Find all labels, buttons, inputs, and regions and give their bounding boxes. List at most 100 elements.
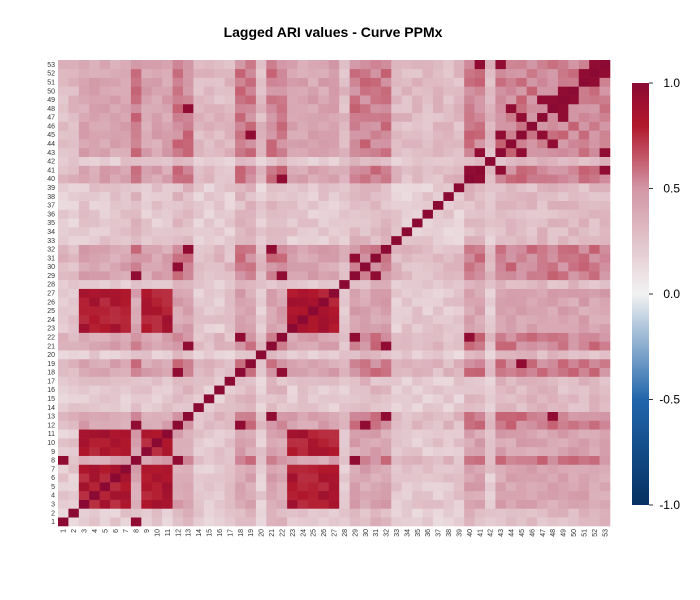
heatmap-cell <box>276 200 288 210</box>
heatmap-cell <box>99 183 111 193</box>
heatmap-cell <box>245 200 257 210</box>
heatmap-cell <box>235 350 246 360</box>
heatmap-cell <box>557 490 569 500</box>
heatmap-cell <box>547 86 559 96</box>
heatmap-cell <box>162 297 173 307</box>
heatmap-cell <box>568 60 580 70</box>
heatmap-cell <box>568 490 580 500</box>
heatmap-cell <box>339 517 350 527</box>
heatmap-cell <box>328 473 340 483</box>
heatmap-cell <box>89 271 100 281</box>
heatmap-cell <box>318 165 330 175</box>
heatmap-cell <box>245 279 257 289</box>
heatmap-cell <box>214 490 225 500</box>
heatmap-cell <box>557 60 569 70</box>
heatmap-cell <box>578 438 590 448</box>
heatmap-cell <box>547 174 559 184</box>
heatmap-cell <box>453 209 465 219</box>
heatmap-cell <box>453 271 465 281</box>
heatmap-cell <box>380 279 392 289</box>
heatmap-cell <box>110 358 121 369</box>
heatmap-cell <box>328 341 340 351</box>
heatmap-cell <box>464 130 475 140</box>
heatmap-cell <box>287 253 298 263</box>
heatmap-cell <box>182 429 194 439</box>
heatmap-cell <box>547 499 559 509</box>
heatmap-cell <box>78 455 90 465</box>
heatmap-cell <box>495 350 507 360</box>
heatmap-cell <box>99 60 111 70</box>
heatmap-cell <box>464 499 475 509</box>
heatmap-cell <box>516 402 527 412</box>
heatmap-cell <box>214 314 225 325</box>
heatmap-cell <box>214 139 225 149</box>
heatmap-cell <box>401 464 413 474</box>
heatmap-cell <box>307 297 319 307</box>
heatmap-cell <box>182 420 194 430</box>
heatmap-cell <box>89 253 100 263</box>
heatmap-cell <box>245 473 257 483</box>
heatmap-cell <box>422 394 434 404</box>
heatmap-cell <box>172 103 184 114</box>
heatmap-cell <box>599 147 611 158</box>
heatmap-cell <box>182 218 194 228</box>
heatmap-cell <box>380 130 392 140</box>
heatmap-cell <box>453 156 465 166</box>
heatmap-cell <box>526 358 538 369</box>
heatmap-cell <box>380 147 392 158</box>
heatmap-cell <box>287 112 298 122</box>
heatmap-cell <box>557 183 569 193</box>
heatmap-cell <box>224 332 236 342</box>
heatmap-cell <box>245 103 257 114</box>
y-tick-label: 10 <box>47 440 55 447</box>
heatmap-cell <box>266 86 278 96</box>
heatmap-cell <box>422 482 434 492</box>
heatmap-cell <box>370 244 382 254</box>
heatmap-cell <box>485 209 496 219</box>
heatmap-cell <box>380 288 392 298</box>
heatmap-cell <box>172 402 184 412</box>
heatmap-cell <box>224 358 236 369</box>
heatmap-cell <box>235 499 246 509</box>
heatmap-cell <box>266 262 278 272</box>
heatmap-cell <box>505 262 517 272</box>
heatmap-cell <box>182 455 194 465</box>
heatmap-cell <box>255 385 267 395</box>
heatmap-cell <box>401 517 413 527</box>
heatmap-cell <box>214 411 225 421</box>
heatmap-cell <box>443 341 455 351</box>
heatmap-cell <box>287 218 298 228</box>
heatmap-cell <box>589 130 600 140</box>
heatmap-cell <box>516 429 527 439</box>
heatmap-cell <box>422 473 434 483</box>
heatmap-cell <box>214 130 225 140</box>
heatmap-cell <box>99 455 111 465</box>
heatmap-cell <box>516 156 527 166</box>
heatmap-cell <box>412 517 423 527</box>
heatmap-cell <box>412 446 423 456</box>
heatmap-cell <box>495 68 507 78</box>
heatmap-cell <box>453 402 465 412</box>
heatmap-cell <box>224 279 236 289</box>
heatmap-cell <box>255 191 267 201</box>
heatmap-cell <box>464 429 475 439</box>
heatmap-cell <box>193 288 205 298</box>
heatmap-cell <box>287 297 298 307</box>
heatmap-cell <box>328 218 340 228</box>
heatmap-cell <box>589 341 600 351</box>
heatmap-cell <box>182 279 194 289</box>
heatmap-cell <box>360 446 371 456</box>
heatmap-cell <box>276 279 288 289</box>
heatmap-cell <box>589 490 600 500</box>
heatmap-cell <box>589 332 600 342</box>
heatmap-cell <box>453 147 465 158</box>
y-tick-label: 16 <box>47 387 55 394</box>
heatmap-cell <box>78 103 90 114</box>
heatmap-cell <box>287 411 298 421</box>
heatmap-cell <box>68 323 80 333</box>
heatmap-cell <box>328 517 340 527</box>
heatmap-cell <box>224 191 236 201</box>
heatmap-cell <box>172 508 184 518</box>
heatmap-cell <box>474 139 486 149</box>
heatmap-cell <box>328 121 340 131</box>
